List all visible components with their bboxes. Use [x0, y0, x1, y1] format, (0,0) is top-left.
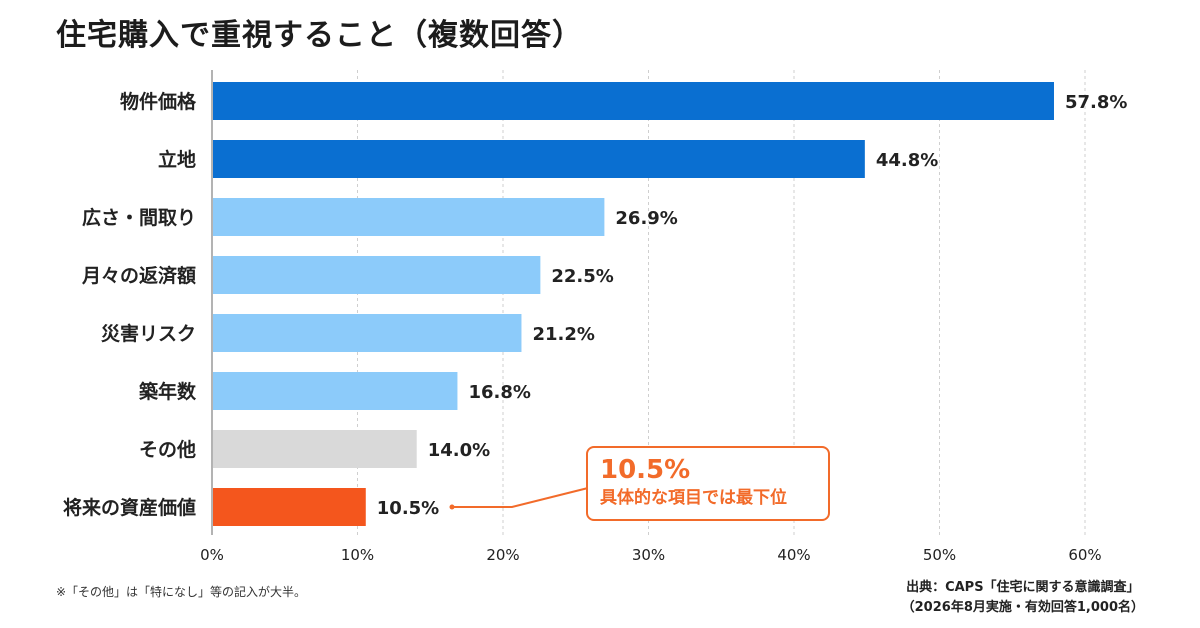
- value-label: 22.5%: [551, 266, 613, 287]
- category-label: 物件価格: [120, 90, 197, 113]
- bar: [213, 488, 366, 526]
- value-label: 57.8%: [1065, 92, 1127, 113]
- bar: [213, 430, 417, 468]
- value-label: 10.5%: [377, 498, 439, 519]
- callout-value: 10.5%: [600, 455, 691, 485]
- callout-text: 具体的な項目では最下位: [600, 488, 787, 508]
- value-label: 16.8%: [468, 382, 530, 403]
- value-label: 14.0%: [428, 440, 490, 461]
- category-label: その他: [139, 438, 196, 461]
- category-label: 広さ・間取り: [82, 206, 196, 229]
- chart-title: 住宅購入で重視すること（複数回答）: [56, 18, 583, 53]
- x-tick-label: 20%: [486, 546, 519, 564]
- x-tick-label: 0%: [200, 546, 224, 564]
- bar: [213, 372, 458, 410]
- bar: [213, 82, 1054, 120]
- value-label: 21.2%: [532, 324, 594, 345]
- source-line-2: （2026年8月実施・有効回答1,000名）: [901, 600, 1144, 615]
- bar: [213, 198, 605, 236]
- x-tick-label: 60%: [1068, 546, 1101, 564]
- category-label: 災害リスク: [101, 322, 196, 345]
- callout-box: 10.5% 具体的な項目では最下位: [586, 446, 830, 521]
- bar: [213, 140, 865, 178]
- source-line-1: 出典：CAPS「住宅に関する意識調査」: [906, 580, 1140, 595]
- callout-connector-dot: [449, 504, 455, 510]
- bar: [213, 314, 522, 352]
- x-tick-label: 50%: [923, 546, 956, 564]
- footnote: ※「その他」は「特になし」等の記入が大半。: [56, 585, 307, 599]
- source-note: 出典：CAPS「住宅に関する意識調査」 （2026年8月実施・有効回答1,000…: [902, 578, 1144, 618]
- category-label: 月々の返済額: [81, 264, 196, 287]
- bar: [213, 256, 541, 294]
- value-label: 44.8%: [876, 150, 938, 171]
- category-label: 立地: [158, 148, 196, 171]
- x-tick-label: 40%: [777, 546, 810, 564]
- x-tick-label: 30%: [632, 546, 665, 564]
- category-label: 将来の資産価値: [63, 496, 196, 519]
- value-label: 26.9%: [615, 208, 677, 229]
- callout-connector: [452, 487, 589, 508]
- x-tick-label: 10%: [341, 546, 374, 564]
- category-label: 築年数: [138, 380, 197, 403]
